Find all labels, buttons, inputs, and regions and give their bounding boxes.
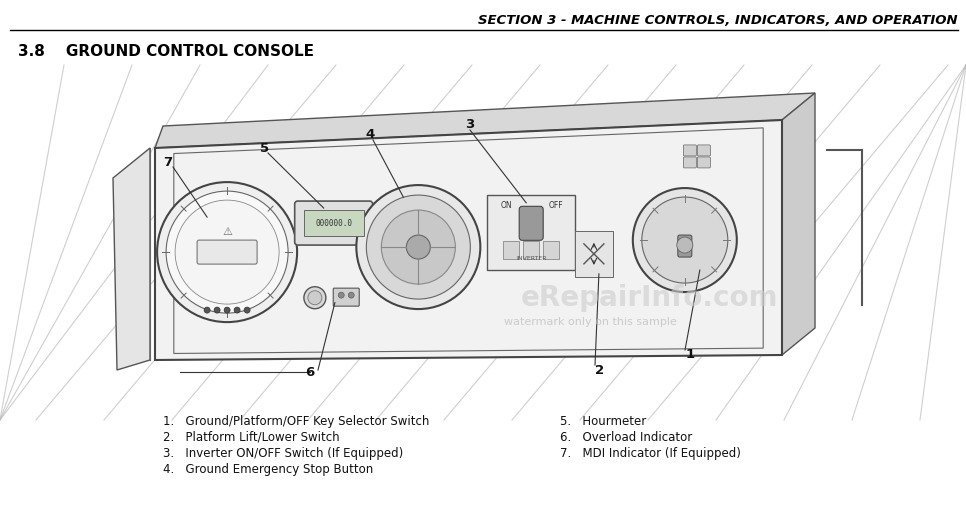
- Circle shape: [204, 307, 211, 313]
- FancyBboxPatch shape: [487, 195, 575, 270]
- Text: 2: 2: [595, 363, 605, 376]
- Circle shape: [175, 200, 279, 304]
- Circle shape: [214, 307, 220, 313]
- Text: eRepairInfo.com: eRepairInfo.com: [522, 284, 779, 312]
- FancyBboxPatch shape: [524, 241, 539, 259]
- Polygon shape: [782, 93, 815, 355]
- FancyBboxPatch shape: [519, 206, 543, 240]
- Text: SECTION 3 - MACHINE CONTROLS, INDICATORS, AND OPERATION: SECTION 3 - MACHINE CONTROLS, INDICATORS…: [478, 14, 958, 27]
- Circle shape: [304, 287, 326, 309]
- Circle shape: [356, 185, 480, 309]
- Text: 4.   Ground Emergency Stop Button: 4. Ground Emergency Stop Button: [163, 463, 373, 476]
- Circle shape: [157, 182, 298, 322]
- Text: OFF: OFF: [549, 201, 563, 210]
- Text: ⚠: ⚠: [222, 227, 232, 237]
- Circle shape: [348, 292, 355, 298]
- FancyBboxPatch shape: [197, 240, 257, 264]
- FancyBboxPatch shape: [503, 241, 519, 259]
- Circle shape: [338, 292, 344, 298]
- FancyBboxPatch shape: [575, 231, 612, 277]
- Text: 6: 6: [305, 365, 315, 378]
- FancyBboxPatch shape: [678, 235, 692, 257]
- Text: 5.   Hourmeter: 5. Hourmeter: [560, 415, 646, 428]
- Circle shape: [166, 191, 288, 313]
- FancyBboxPatch shape: [295, 201, 373, 245]
- Circle shape: [677, 237, 693, 253]
- Circle shape: [366, 195, 470, 299]
- Circle shape: [641, 197, 727, 283]
- FancyBboxPatch shape: [683, 145, 696, 156]
- Text: 2.   Platform Lift/Lower Switch: 2. Platform Lift/Lower Switch: [163, 431, 340, 444]
- Polygon shape: [113, 148, 150, 370]
- FancyBboxPatch shape: [303, 210, 363, 236]
- Circle shape: [407, 235, 430, 259]
- Text: 1.   Ground/Platform/OFF Key Selector Switch: 1. Ground/Platform/OFF Key Selector Swit…: [163, 415, 429, 428]
- FancyBboxPatch shape: [333, 288, 359, 306]
- Circle shape: [633, 188, 737, 292]
- Text: 7: 7: [163, 156, 173, 169]
- Text: INVERTER: INVERTER: [516, 256, 547, 261]
- Text: 1: 1: [686, 349, 695, 362]
- FancyBboxPatch shape: [697, 157, 710, 168]
- FancyBboxPatch shape: [683, 157, 696, 168]
- Text: ON: ON: [500, 201, 512, 210]
- FancyBboxPatch shape: [543, 241, 559, 259]
- Circle shape: [308, 291, 322, 305]
- Text: 4: 4: [365, 128, 375, 141]
- Circle shape: [244, 307, 250, 313]
- Text: 6.   Overload Indicator: 6. Overload Indicator: [560, 431, 693, 444]
- Text: 7.   MDI Indicator (If Equipped): 7. MDI Indicator (If Equipped): [560, 447, 741, 460]
- Text: 3.   Inverter ON/OFF Switch (If Equipped): 3. Inverter ON/OFF Switch (If Equipped): [163, 447, 403, 460]
- Text: 5: 5: [261, 141, 270, 155]
- Circle shape: [234, 307, 241, 313]
- FancyBboxPatch shape: [697, 145, 710, 156]
- Circle shape: [224, 307, 230, 313]
- Text: 000000.0: 000000.0: [315, 219, 353, 228]
- Polygon shape: [155, 93, 815, 148]
- Text: watermark only on this sample: watermark only on this sample: [503, 317, 676, 327]
- Polygon shape: [155, 120, 782, 360]
- Circle shape: [382, 210, 455, 284]
- Text: 3.8    GROUND CONTROL CONSOLE: 3.8 GROUND CONTROL CONSOLE: [18, 44, 314, 59]
- Text: 3: 3: [466, 118, 474, 132]
